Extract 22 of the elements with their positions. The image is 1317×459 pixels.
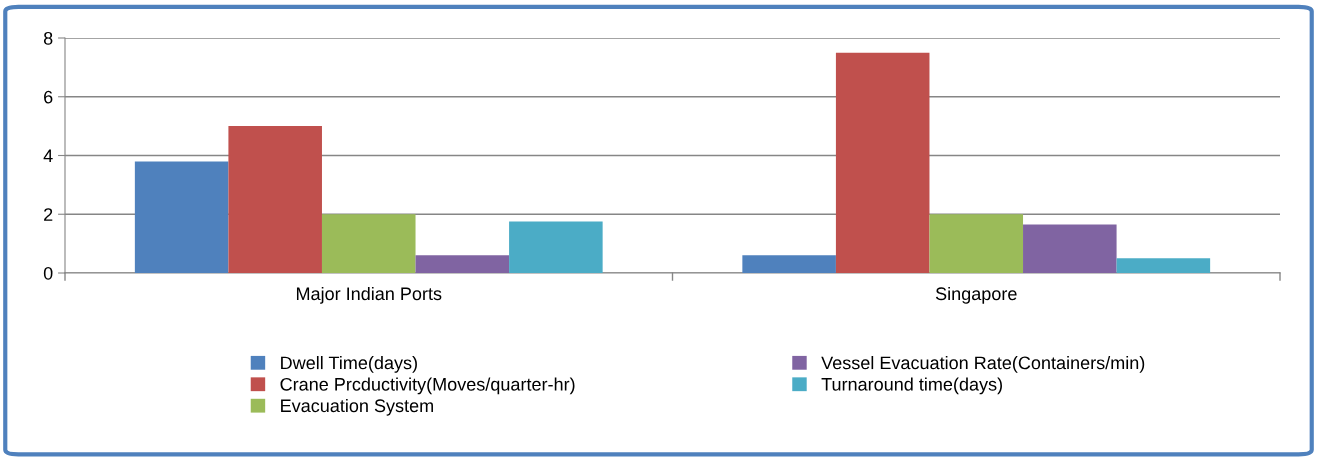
bar [835, 52, 930, 273]
x-tick-label: Major Indian Ports [296, 286, 442, 304]
y-tick-label: 6 [44, 90, 53, 104]
legend-label: Dwell Time(days) [281, 356, 417, 373]
y-tick-label: 2 [44, 208, 53, 221]
bar [134, 161, 229, 273]
bar [415, 255, 510, 273]
y-tick-label: 0 [43, 266, 53, 280]
x-tick-label: Singapore [935, 286, 1017, 304]
bar [929, 214, 1024, 273]
legend-label: Evacuation System [281, 398, 433, 416]
bar [228, 126, 322, 273]
y-tick-label: 8 [43, 31, 53, 45]
legend-label: Vessel Evacuation Rate(Containers/min) [821, 356, 1145, 373]
bar [321, 214, 416, 273]
y-tick-label: 4 [43, 149, 53, 163]
bar [742, 255, 836, 273]
bar [509, 221, 603, 273]
bar [1116, 258, 1211, 273]
bar [1023, 224, 1117, 273]
legend-label: Turnaround time(days) [821, 377, 1002, 395]
legend-label: Crane Prcductivity(Moves/quarter-hr) [280, 377, 575, 395]
